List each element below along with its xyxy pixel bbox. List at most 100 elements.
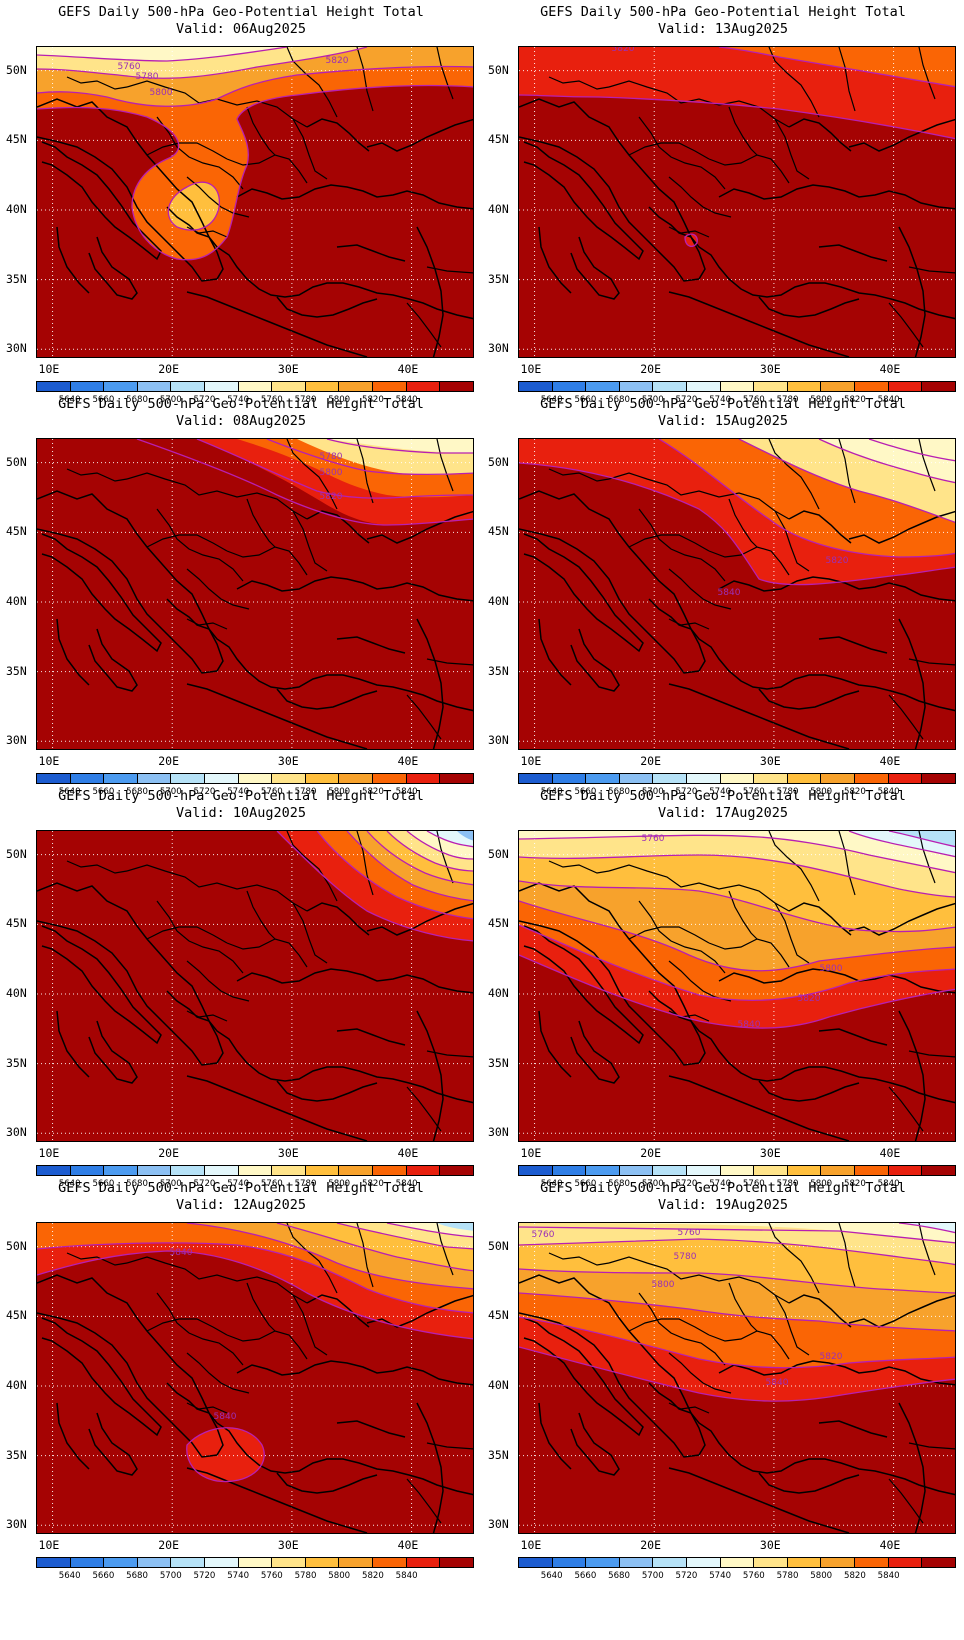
coastline bbox=[538, 1010, 572, 1078]
height-band bbox=[519, 831, 955, 873]
country-border bbox=[918, 831, 936, 884]
country-border bbox=[728, 498, 758, 548]
coastline bbox=[336, 636, 406, 654]
contour-line bbox=[898, 1223, 955, 1234]
colorbar-swatch bbox=[552, 382, 587, 391]
colorbar-swatch bbox=[552, 1166, 587, 1175]
country-border bbox=[774, 1294, 810, 1356]
colorbar-level-label: 5820 bbox=[843, 1179, 866, 1189]
contour-line bbox=[658, 439, 955, 558]
latitude-label: 30N bbox=[488, 341, 509, 356]
colorbar-labels: 5640 5660 5680 5700 5720 5740 5760 5780 5800 5820… bbox=[518, 395, 956, 407]
colorbar-swatch bbox=[104, 1558, 138, 1567]
geopotential-height-map: 5840 5840 bbox=[36, 1222, 474, 1534]
height-band bbox=[327, 439, 473, 453]
colorbar-swatch bbox=[440, 1166, 473, 1175]
contour-line bbox=[519, 880, 955, 933]
latitude-label: 50N bbox=[6, 846, 27, 861]
colorbar-swatch bbox=[137, 774, 172, 783]
map-panel: GEFS Daily 500-hPa Geo-Potential Height … bbox=[0, 392, 482, 802]
panel-valid-date: Valid: 08Aug2025 bbox=[175, 413, 307, 429]
coastline bbox=[41, 533, 162, 653]
coastline bbox=[758, 296, 860, 318]
colorbar-level-label: 5700 bbox=[641, 1179, 664, 1189]
contour-line bbox=[818, 439, 955, 484]
contour-line bbox=[519, 1226, 955, 1244]
contour-label: 5820 bbox=[820, 1352, 843, 1362]
colorbar-swatch bbox=[754, 774, 788, 783]
longitude-label: 10E bbox=[38, 1538, 60, 1552]
geopotential-height-map: 5760 5780 5800 5820 bbox=[36, 46, 474, 358]
colorbar-level-label: 5640 bbox=[58, 1179, 81, 1189]
coastline bbox=[519, 882, 706, 1066]
colorbar bbox=[36, 381, 474, 392]
colorbar-swatch bbox=[70, 774, 105, 783]
latitude-label: 45N bbox=[488, 132, 509, 147]
colorbar-swatch bbox=[238, 1166, 273, 1175]
country-border bbox=[146, 1318, 228, 1336]
colorbar-level-label: 5680 bbox=[126, 395, 148, 405]
contour-label: 5760 bbox=[642, 834, 665, 844]
country-border bbox=[356, 1223, 374, 1288]
colorbar-swatch bbox=[440, 774, 473, 783]
contour-line bbox=[276, 831, 473, 942]
coastline bbox=[236, 968, 473, 994]
colorbar-swatch bbox=[70, 1558, 105, 1567]
contour-line bbox=[519, 954, 955, 1029]
longitude-label: 20E bbox=[158, 1146, 179, 1160]
country-border bbox=[406, 1478, 442, 1524]
coastline bbox=[523, 533, 644, 653]
country-border bbox=[436, 439, 454, 492]
coastline bbox=[788, 510, 852, 544]
longitude-label: 10E bbox=[520, 1538, 542, 1552]
map-panel: GEFS Daily 500-hPa Geo-Potential Height … bbox=[0, 0, 482, 410]
coastline bbox=[898, 1402, 926, 1533]
contour-label: 5800 bbox=[820, 964, 843, 974]
geopotential-height-map: 5820 bbox=[518, 46, 956, 358]
contour-line bbox=[519, 900, 955, 972]
latitude-label: 40N bbox=[6, 985, 27, 1000]
contour-label: 5820 bbox=[320, 492, 343, 502]
longitude-label: 40E bbox=[397, 362, 419, 376]
country-border bbox=[838, 1223, 856, 1288]
colorbar-labels: 5640 5660 5680 5700 5720 5740 5760 5780 5800 5820… bbox=[36, 787, 474, 799]
country-border bbox=[186, 1402, 228, 1414]
coastline bbox=[758, 688, 860, 710]
country-border bbox=[292, 510, 328, 572]
coastline bbox=[236, 1360, 473, 1386]
height-band bbox=[457, 831, 473, 841]
geopotential-height-map: 5820 5840 bbox=[518, 438, 956, 750]
colorbar-level-label: 5820 bbox=[843, 1571, 866, 1581]
latitude-label: 45N bbox=[6, 132, 27, 147]
country-border bbox=[246, 890, 276, 940]
colorbar-swatch bbox=[888, 1166, 923, 1175]
coastline bbox=[37, 882, 224, 1066]
map-panel: GEFS Daily 500-hPa Geo-Potential Height … bbox=[0, 784, 482, 1194]
country-border bbox=[292, 1294, 328, 1356]
coastline bbox=[898, 226, 926, 357]
colorbar-level-label: 5840 bbox=[877, 787, 900, 797]
longitude-label: 30E bbox=[277, 1538, 299, 1552]
longitude-label: 20E bbox=[640, 1146, 661, 1160]
colorbar-level-label: 5720 bbox=[675, 395, 698, 405]
country-border bbox=[186, 618, 228, 630]
colorbar-swatch bbox=[821, 1166, 856, 1175]
panel-title: GEFS Daily 500-hPa Geo-Potential Height … bbox=[58, 1180, 424, 1196]
colorbar-level-label: 5680 bbox=[608, 1179, 630, 1189]
colorbar-level-label: 5740 bbox=[709, 1571, 732, 1581]
country-border bbox=[918, 439, 936, 492]
colorbar-labels: 5640 5660 5680 5700 5720 5740 5760 5780 5800 5820… bbox=[36, 1179, 474, 1191]
colorbar-level-label: 5680 bbox=[126, 1179, 148, 1189]
colorbar-swatch bbox=[653, 774, 688, 783]
coastline bbox=[37, 98, 224, 282]
colorbar-level-label: 5760 bbox=[742, 1571, 765, 1581]
country-border bbox=[356, 47, 374, 112]
latitude-label: 50N bbox=[6, 62, 27, 77]
contour-line bbox=[316, 831, 473, 920]
panel-title: GEFS Daily 500-hPa Geo-Potential Height … bbox=[58, 4, 424, 20]
panel-title: GEFS Daily 500-hPa Geo-Potential Height … bbox=[540, 4, 906, 20]
coastline bbox=[366, 510, 473, 544]
country-border bbox=[146, 142, 228, 160]
colorbar-swatch bbox=[720, 774, 755, 783]
geopotential-height-map: 5760 5760 5780 5800 5820 5840 bbox=[518, 1222, 956, 1534]
